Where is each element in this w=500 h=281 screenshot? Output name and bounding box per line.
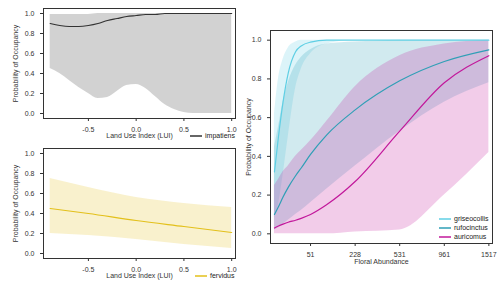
svg-text:Probability of Occupancy: Probability of Occupancy: [245, 98, 253, 176]
svg-text:0.4: 0.4: [25, 70, 35, 77]
html-text:rufocinctus: rufocinctus: [454, 224, 488, 231]
svg-text:0.2: 0.2: [25, 90, 35, 97]
svg-text:0.5: 0.5: [179, 266, 189, 273]
svg-text:961: 961: [438, 251, 450, 258]
svg-text:Land Use Index (LUI): Land Use Index (LUI): [106, 272, 173, 280]
svg-text:-0.5: -0.5: [82, 126, 94, 133]
svg-text:0.0: 0.0: [131, 126, 141, 134]
svg-text:51: 51: [307, 251, 315, 258]
svg-text:0.4: 0.4: [252, 153, 262, 160]
svg-text:1.0: 1.0: [25, 10, 35, 17]
html-text:auricomus: auricomus: [454, 233, 487, 240]
svg-text:1.0: 1.0: [252, 36, 262, 43]
html-text:fervidus: fervidus: [210, 272, 235, 279]
svg-text:1517: 1517: [481, 251, 497, 258]
svg-text:Land Use Index (LUI): Land Use Index (LUI): [106, 132, 173, 140]
svg-text:0.6: 0.6: [25, 190, 35, 197]
svg-text:Floral Abundance: Floral Abundance: [354, 258, 409, 265]
svg-text:0.0: 0.0: [25, 250, 35, 257]
svg-text:531: 531: [393, 251, 406, 259]
svg-text:-0.5: -0.5: [82, 266, 94, 273]
html-text:griseocollis: griseocollis: [454, 215, 489, 222]
svg-text:0.0: 0.0: [131, 266, 141, 274]
svg-text:0.5: 0.5: [179, 126, 189, 133]
svg-text:1.0: 1.0: [226, 126, 237, 134]
svg-text:1.0: 1.0: [226, 266, 237, 274]
svg-text:Probability of Occupancy: Probability of Occupancy: [12, 24, 20, 102]
svg-text:0.0: 0.0: [25, 110, 35, 117]
svg-text:0.2: 0.2: [252, 191, 262, 198]
svg-text:0.8: 0.8: [252, 75, 262, 82]
html-text:impatiens: impatiens: [205, 132, 235, 139]
svg-text:0.0: 0.0: [252, 230, 262, 237]
svg-text:0.2: 0.2: [25, 230, 35, 237]
svg-text:228: 228: [349, 251, 361, 259]
svg-text:0.8: 0.8: [25, 30, 35, 37]
svg-text:0.6: 0.6: [25, 50, 35, 57]
svg-text:0.8: 0.8: [25, 170, 35, 177]
svg-text:0.4: 0.4: [25, 210, 35, 217]
svg-text:Probability of Occupancy: Probability of Occupancy: [12, 164, 20, 242]
svg-text:0.6: 0.6: [252, 114, 262, 121]
svg-text:1.0: 1.0: [25, 150, 35, 157]
